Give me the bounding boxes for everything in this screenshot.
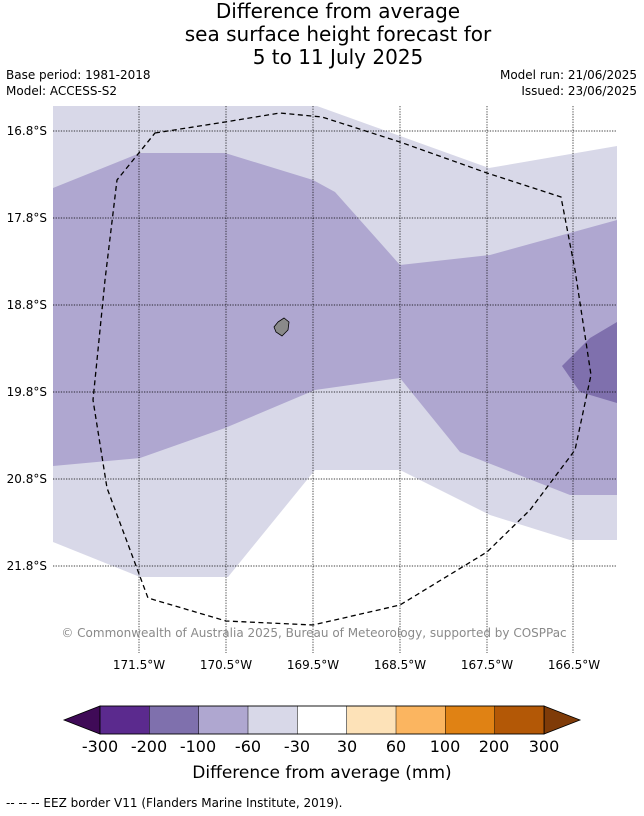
lat-label-2: 17.8°S bbox=[7, 211, 47, 225]
meta-right: Model run: 21/06/2025 Issued: 23/06/2025 bbox=[500, 67, 637, 99]
colorbar-under-triangle bbox=[62, 705, 101, 735]
lon-labels: 171.5°W 170.5°W 169.5°W 168.5°W 167.5°W … bbox=[113, 658, 600, 672]
lat-label-4: 19.8°S bbox=[7, 385, 47, 399]
lat-labels: 16.8°S 17.8°S 18.8°S 19.8°S 20.8°S 21.8°… bbox=[7, 124, 47, 573]
title-line-1: Difference from average bbox=[215, 0, 461, 23]
colorbar-tick-3: -100 bbox=[180, 737, 216, 756]
colorbar-tick-4: -60 bbox=[235, 737, 261, 756]
lon-label-1: 171.5°W bbox=[113, 658, 165, 672]
lon-label-4: 168.5°W bbox=[374, 658, 426, 672]
copyright-text: © Commonwealth of Australia 2025, Bureau… bbox=[61, 626, 566, 640]
lat-label-3: 18.8°S bbox=[7, 298, 47, 312]
colorbar-segment bbox=[445, 705, 496, 735]
lat-label-1: 16.8°S bbox=[7, 124, 47, 138]
lon-label-2: 170.5°W bbox=[200, 658, 252, 672]
colorbar-ticks: -300 -200 -100 -60 -30 30 60 100 200 300 bbox=[82, 737, 559, 756]
colorbar-segment bbox=[198, 705, 249, 735]
colorbar: -300 -200 -100 -60 -30 30 60 100 200 300… bbox=[62, 705, 582, 783]
colorbar-frame bbox=[99, 705, 545, 735]
colorbar-tick-9: 200 bbox=[479, 737, 510, 756]
colorbar-segment bbox=[247, 705, 298, 735]
chart-title: Difference from average sea surface heig… bbox=[0, 0, 644, 69]
graticule bbox=[53, 106, 617, 653]
lon-label-3: 169.5°W bbox=[287, 658, 339, 672]
colorbar-segment bbox=[346, 705, 397, 735]
colorbar-tick-2: -200 bbox=[131, 737, 167, 756]
colorbar-tick-10: 300 bbox=[529, 737, 560, 756]
colorbar-tick-5: -30 bbox=[284, 737, 310, 756]
base-period: Base period: 1981-2018 bbox=[6, 68, 151, 82]
colorbar-tick-1: -300 bbox=[82, 737, 118, 756]
lat-label-5: 20.8°S bbox=[7, 472, 47, 486]
eez-footnote: -- -- -- EEZ border V11 (Flanders Marine… bbox=[6, 796, 343, 810]
lon-label-5: 167.5°W bbox=[461, 658, 513, 672]
issued-date: Issued: 23/06/2025 bbox=[521, 84, 637, 98]
model-name: Model: ACCESS-S2 bbox=[6, 84, 118, 98]
colorbar-segment bbox=[395, 705, 446, 735]
meta-left: Base period: 1981-2018 Model: ACCESS-S2 bbox=[6, 67, 151, 99]
band-minus100-minus60 bbox=[53, 153, 617, 495]
colorbar-tick-8: 100 bbox=[430, 737, 461, 756]
eez-border bbox=[92, 112, 592, 626]
colorbar-segment bbox=[99, 705, 150, 735]
lat-label-6: 21.8°S bbox=[7, 559, 47, 573]
map-panel bbox=[53, 106, 617, 653]
colorbar-segment bbox=[149, 705, 200, 735]
colorbar-segments bbox=[99, 705, 545, 735]
lon-label-6: 166.5°W bbox=[548, 658, 600, 672]
colorbar-segment bbox=[494, 705, 545, 735]
colorbar-title: Difference from average (mm) bbox=[192, 763, 451, 783]
title-line-2: sea surface height forecast for bbox=[184, 22, 492, 46]
colorbar-tick-7: 60 bbox=[386, 737, 406, 756]
model-run: Model run: 21/06/2025 bbox=[499, 68, 637, 82]
colorbar-over-triangle bbox=[543, 705, 582, 735]
colorbar-tick-6: 30 bbox=[337, 737, 357, 756]
island-niue bbox=[273, 317, 290, 337]
title-line-3: 5 to 11 July 2025 bbox=[252, 45, 424, 69]
colorbar-segment bbox=[297, 705, 348, 735]
